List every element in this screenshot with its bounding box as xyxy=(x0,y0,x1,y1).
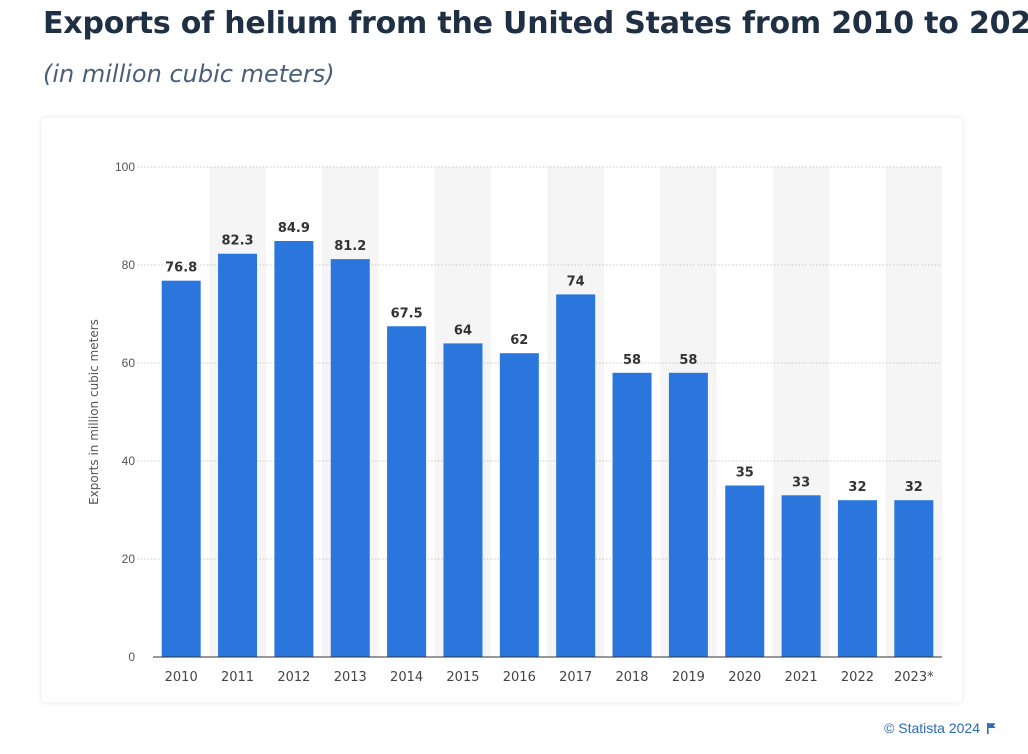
data-label: 74 xyxy=(567,274,585,289)
x-tick-label: 2012 xyxy=(277,670,310,685)
data-label: 76.8 xyxy=(165,261,197,276)
x-tick-label: 2023* xyxy=(894,670,934,685)
bar xyxy=(556,294,596,657)
data-labels: 76.8 82.3 84.9 81.2 67.5 64 62 74 58 58 35 33 32 32 xyxy=(165,221,923,495)
x-tick-label: 2018 xyxy=(615,670,648,685)
data-label: 32 xyxy=(848,480,866,495)
y-tick-label: 0 xyxy=(128,650,135,664)
bar xyxy=(612,372,652,657)
chart-card: 0 20 40 60 80 100 76.8 82.3 84.9 81.2 67.5 64 62 74 5… xyxy=(42,118,962,702)
data-label: 81.2 xyxy=(334,239,366,254)
x-tick-label: 2021 xyxy=(785,670,818,685)
x-tick-label: 2015 xyxy=(446,670,479,685)
bar xyxy=(330,259,370,657)
data-label: 35 xyxy=(736,466,754,481)
data-label: 84.9 xyxy=(278,221,310,236)
copyright-link[interactable]: © Statista 2024 xyxy=(884,720,996,736)
bar xyxy=(443,343,483,657)
bar xyxy=(161,280,201,657)
data-label: 58 xyxy=(679,353,697,368)
x-tick-label: 2013 xyxy=(334,670,367,685)
copyright-text: © Statista 2024 xyxy=(884,720,980,736)
flag-icon[interactable] xyxy=(986,722,996,734)
x-tick-label: 2014 xyxy=(390,670,423,685)
data-label: 58 xyxy=(623,353,641,368)
data-label: 62 xyxy=(510,333,528,348)
x-tick-label: 2010 xyxy=(165,670,198,685)
x-axis-ticks: 2010 2011 2012 2013 2014 2015 2016 2017 2018 2019… xyxy=(165,670,934,685)
bar xyxy=(387,326,427,657)
chart-title: Exports of helium from the United States… xyxy=(43,6,1028,41)
data-label: 33 xyxy=(792,475,810,490)
data-label: 67.5 xyxy=(391,306,423,321)
x-tick-label: 2022 xyxy=(841,670,874,685)
bars xyxy=(161,240,934,658)
y-axis-ticks: 0 20 40 60 80 100 xyxy=(115,160,135,664)
bar xyxy=(781,495,821,657)
y-axis-title: Exports in million cubic meters xyxy=(87,319,101,505)
x-tick-label: 2011 xyxy=(221,670,254,685)
bar xyxy=(499,353,539,657)
gridlines xyxy=(137,166,942,560)
y-tick-label: 80 xyxy=(122,258,136,272)
y-tick-label: 40 xyxy=(122,454,136,468)
x-tick-label: 2017 xyxy=(559,670,592,685)
bar xyxy=(725,485,765,657)
y-tick-label: 20 xyxy=(122,552,136,566)
data-label: 82.3 xyxy=(221,234,253,249)
x-tick-label: 2020 xyxy=(728,670,761,685)
bar xyxy=(894,500,934,657)
x-tick-label: 2016 xyxy=(503,670,536,685)
data-label: 32 xyxy=(905,480,923,495)
bar xyxy=(218,253,258,658)
bar xyxy=(668,372,708,657)
y-tick-label: 100 xyxy=(115,160,135,174)
bar xyxy=(837,500,877,657)
bar-chart: 0 20 40 60 80 100 76.8 82.3 84.9 81.2 67.5 64 62 74 5… xyxy=(87,160,942,685)
x-tick-label: 2019 xyxy=(672,670,705,685)
chart-subtitle: (in million cubic meters) xyxy=(43,60,335,88)
bar xyxy=(274,240,314,657)
y-tick-label: 60 xyxy=(122,356,136,370)
data-label: 64 xyxy=(454,323,472,338)
